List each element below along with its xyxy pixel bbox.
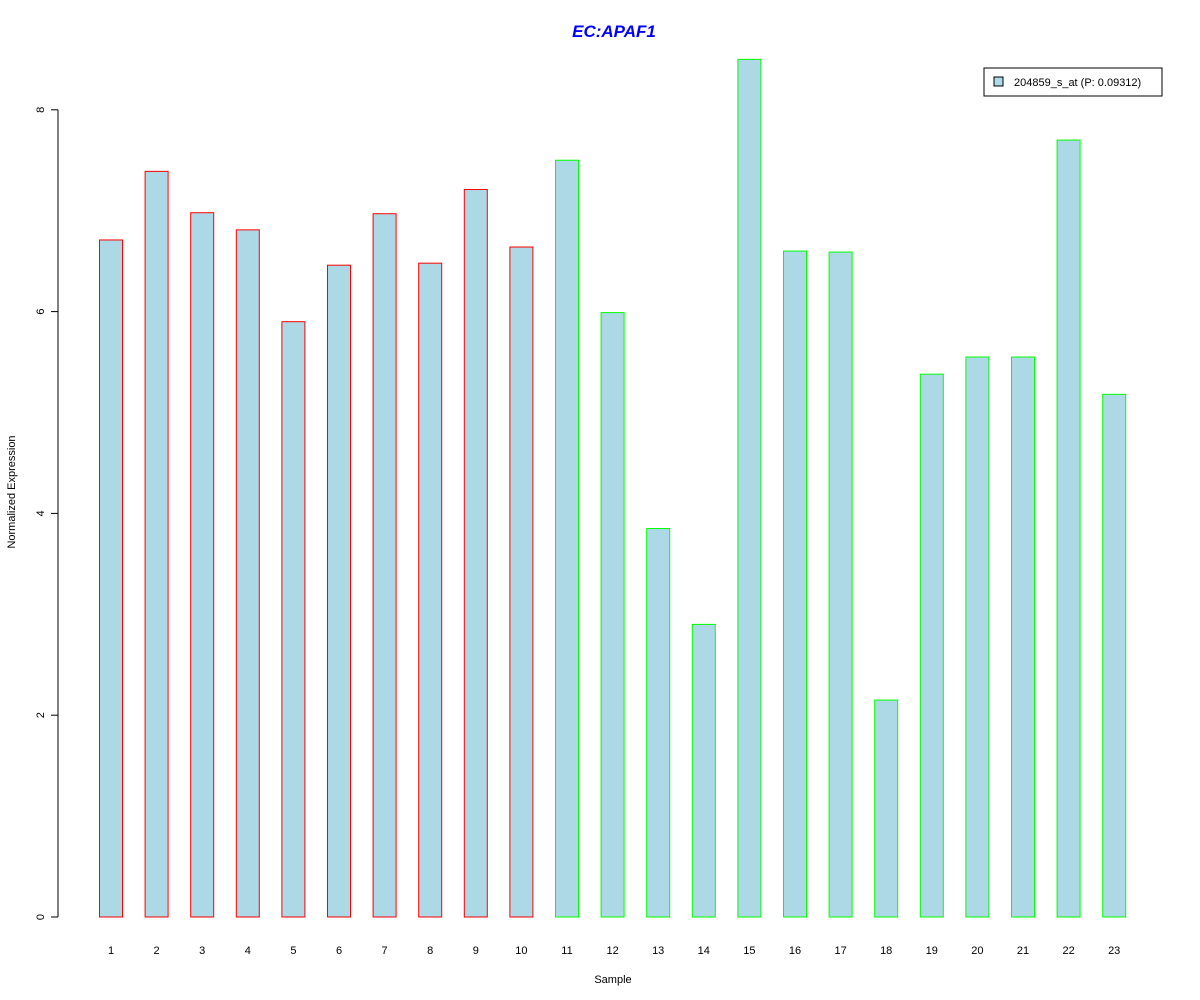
bar bbox=[555, 159, 579, 918]
x-tick-label: 12 bbox=[606, 945, 618, 957]
bar bbox=[235, 229, 260, 918]
legend-swatch bbox=[993, 76, 1004, 87]
bar bbox=[646, 528, 671, 918]
x-tick-label: 9 bbox=[473, 945, 479, 957]
y-tick-label: 8 bbox=[35, 107, 47, 113]
x-tick-label: 18 bbox=[880, 945, 892, 957]
x-tick-label: 2 bbox=[154, 945, 160, 957]
legend-box bbox=[983, 67, 1163, 97]
bar bbox=[1011, 356, 1035, 918]
y-tick-label: 2 bbox=[35, 712, 47, 718]
bar bbox=[190, 212, 215, 918]
x-tick-label: 1 bbox=[108, 945, 114, 957]
x-tick-label: 8 bbox=[427, 945, 433, 957]
x-tick-label: 23 bbox=[1108, 945, 1120, 957]
x-tick-label: 14 bbox=[698, 945, 710, 957]
bar bbox=[965, 356, 990, 918]
legend: 204859_s_at (P: 0.09312) bbox=[983, 67, 1163, 97]
bar bbox=[372, 213, 397, 918]
bar bbox=[327, 264, 351, 918]
y-tick-label: 4 bbox=[35, 510, 47, 516]
bar bbox=[1102, 393, 1127, 918]
bar bbox=[281, 321, 306, 918]
y-tick-label: 0 bbox=[35, 914, 47, 920]
bar bbox=[1056, 139, 1081, 918]
bars-group bbox=[99, 58, 1127, 918]
x-tick-label: 15 bbox=[743, 945, 755, 957]
bar bbox=[509, 246, 534, 918]
bar bbox=[99, 239, 123, 918]
x-tick-label: 17 bbox=[834, 945, 846, 957]
bar bbox=[783, 250, 807, 918]
bar bbox=[828, 251, 853, 918]
x-tick-label: 13 bbox=[652, 945, 664, 957]
bar bbox=[691, 623, 716, 918]
x-tick-label: 22 bbox=[1062, 945, 1074, 957]
x-tick-label: 19 bbox=[926, 945, 938, 957]
x-tick-label: 5 bbox=[290, 945, 296, 957]
y-tick-label: 6 bbox=[35, 309, 47, 315]
x-tick-label: 20 bbox=[971, 945, 983, 957]
x-tick-label: 16 bbox=[789, 945, 801, 957]
x-tick-label: 3 bbox=[199, 945, 205, 957]
x-tick-label: 10 bbox=[515, 945, 527, 957]
bar bbox=[737, 58, 762, 918]
x-tick-label: 7 bbox=[382, 945, 388, 957]
bar bbox=[919, 373, 944, 918]
x-tick-label: 6 bbox=[336, 945, 342, 957]
bar bbox=[418, 262, 443, 918]
bar bbox=[874, 699, 899, 918]
y-axis-label: Normalized Expression bbox=[6, 435, 18, 548]
chart-title: EC:APAF1 bbox=[572, 22, 656, 41]
bar bbox=[463, 189, 488, 918]
x-axis-label: Sample bbox=[594, 974, 631, 986]
x-tick-label: 4 bbox=[245, 945, 251, 957]
bar bbox=[144, 170, 169, 918]
y-axis: 0 2 4 6 8 bbox=[35, 107, 59, 920]
x-tick-label: 11 bbox=[561, 945, 572, 957]
x-tick-label: 21 bbox=[1017, 945, 1029, 957]
bar bbox=[600, 312, 625, 918]
x-tick-labels: 1 2 3 4 5 6 7 8 9 10 11 12 13 14 15 16 17 18 19 20 21 22 23 bbox=[108, 945, 1120, 957]
legend-entry-label: 204859_s_at (P: 0.09312) bbox=[1014, 77, 1141, 89]
